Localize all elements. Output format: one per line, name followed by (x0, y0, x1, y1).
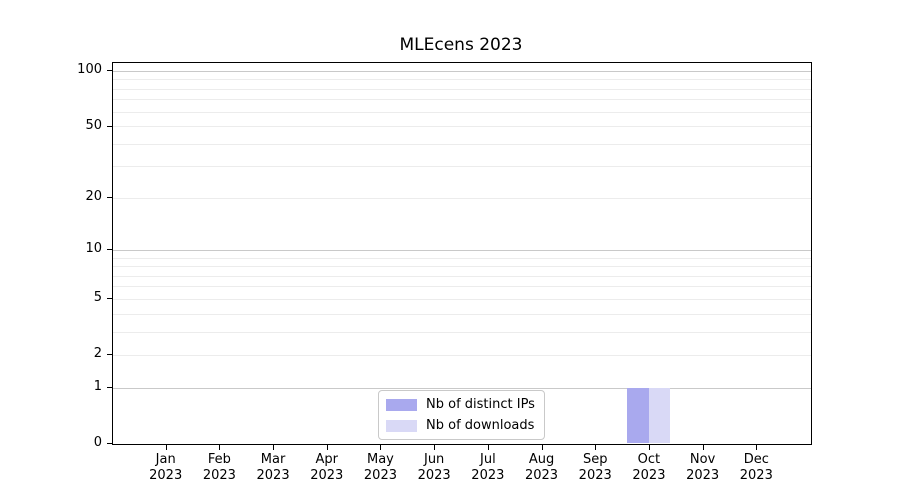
gridline (113, 354, 811, 356)
x-tick-mark (434, 445, 436, 450)
x-tick-mark (487, 445, 489, 450)
x-tick-label: May 2023 (348, 452, 412, 484)
y-tick-label: 20 (85, 189, 102, 205)
x-tick-text: Jul (480, 452, 496, 467)
x-tick-text: Sep (582, 452, 608, 467)
gridline (113, 249, 811, 251)
x-tick-text: 2023 (578, 468, 612, 483)
y-tick-label: 50 (85, 117, 102, 133)
legend-label: Nb of distinct IPs (426, 397, 535, 412)
x-tick-mark (595, 445, 597, 450)
gridline (113, 143, 811, 145)
x-tick-mark (165, 445, 167, 450)
gridline (113, 166, 811, 168)
legend-label: Nb of downloads (426, 418, 535, 433)
x-tick-label: Apr 2023 (295, 452, 359, 484)
y-tick-label: 5 (93, 290, 102, 306)
x-tick-text: 2023 (632, 468, 666, 483)
y-tick-mark (107, 70, 112, 72)
x-tick-text: 2023 (686, 468, 720, 483)
legend-entry: Nb of distinct IPs (386, 397, 535, 412)
y-tick-label: 10 (85, 241, 102, 257)
x-tick-text: 2023 (524, 468, 559, 483)
gridline (113, 111, 811, 113)
gridline (113, 286, 811, 288)
x-tick-text: Dec (743, 452, 769, 467)
x-tick-mark (219, 445, 221, 450)
gridline (113, 99, 811, 101)
gridline (113, 197, 811, 199)
y-tick-mark (107, 197, 112, 199)
x-tick-mark (648, 445, 650, 450)
x-tick-text: Nov (689, 452, 716, 467)
x-tick-text: 2023 (310, 468, 344, 483)
y-tick-mark (107, 249, 112, 251)
x-tick-text: Mar (260, 452, 286, 467)
gridline (113, 70, 811, 72)
chart-title: MLEcens 2023 (399, 35, 523, 55)
x-tick-text: Jun (423, 452, 445, 467)
gridline (113, 298, 811, 300)
x-tick-label: Feb 2023 (187, 452, 251, 484)
x-tick-text: Aug (528, 452, 555, 467)
x-tick-mark (702, 445, 704, 450)
bar-downloads (648, 388, 671, 443)
x-tick-label: Jan 2023 (134, 452, 198, 484)
y-tick-mark (107, 387, 112, 389)
gridline (113, 266, 811, 268)
x-tick-label: Nov 2023 (671, 452, 735, 484)
y-tick-mark (107, 125, 112, 127)
x-tick-text: Apr (315, 452, 339, 467)
x-tick-label: Jun 2023 (402, 452, 466, 484)
y-tick-label: 0 (93, 435, 102, 450)
y-tick-mark (107, 298, 112, 300)
legend-swatch (386, 398, 417, 411)
x-tick-text: 2023 (363, 468, 397, 483)
gridline (113, 126, 811, 128)
gridline (113, 275, 811, 277)
x-tick-text: May (367, 452, 394, 467)
x-tick-text: Jan (155, 452, 176, 467)
gridline (113, 79, 811, 81)
y-tick-label: 100 (77, 62, 102, 78)
x-tick-label: Aug 2023 (510, 452, 574, 484)
x-tick-mark (756, 445, 758, 450)
x-tick-text: 2023 (417, 468, 451, 483)
x-tick-text: 2023 (739, 468, 773, 483)
x-tick-label: Oct 2023 (617, 452, 681, 484)
x-tick-text: 2023 (471, 468, 505, 483)
x-tick-mark (273, 445, 275, 450)
x-tick-label: Sep 2023 (563, 452, 627, 484)
x-tick-text: 2023 (256, 468, 290, 483)
bar-distinct-ips (627, 388, 649, 443)
gridline (113, 331, 811, 333)
legend-entry: Nb of downloads (386, 418, 535, 433)
x-tick-text: 2023 (149, 468, 183, 483)
y-tick-label: 2 (93, 346, 102, 362)
legend: Nb of distinct IPs Nb of downloads (378, 390, 545, 440)
gridline (113, 387, 811, 389)
gridline (113, 313, 811, 315)
x-tick-label: Dec 2023 (724, 452, 788, 484)
y-tick-mark (107, 443, 112, 444)
x-tick-mark (541, 445, 543, 450)
legend-swatch (386, 419, 417, 432)
x-tick-label: Mar 2023 (241, 452, 305, 484)
x-tick-mark (380, 445, 382, 450)
x-tick-text: Oct (637, 452, 661, 467)
x-tick-text: 2023 (202, 468, 236, 483)
x-tick-text: Feb (207, 452, 231, 467)
plot-area (112, 62, 812, 445)
y-tick-mark (107, 354, 112, 356)
y-tick-label: 1 (93, 379, 102, 395)
gridline (113, 257, 811, 259)
x-tick-mark (326, 445, 328, 450)
x-tick-label: Jul 2023 (456, 452, 520, 484)
gridline (113, 88, 811, 90)
